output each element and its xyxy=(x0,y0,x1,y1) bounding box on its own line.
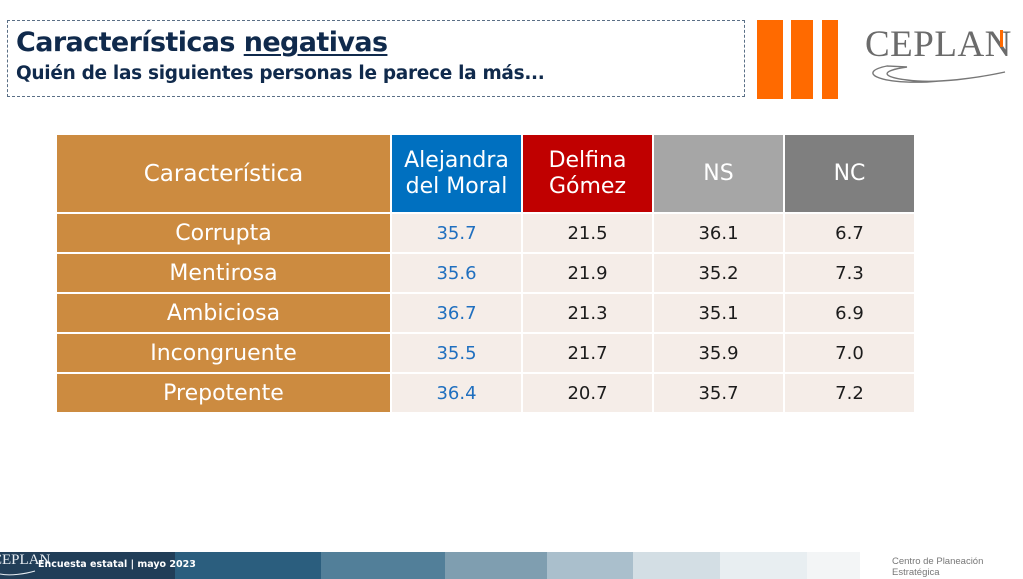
header-line: Delfina xyxy=(548,147,627,173)
organization-name: Centro de Planeación Estratégica y Prosp… xyxy=(892,556,1023,579)
footer-segment xyxy=(807,552,860,579)
logo-wordmark: CEPLAN xyxy=(865,24,1012,65)
footer-caption: Encuesta estatal | mayo 2023 xyxy=(38,559,196,570)
table-row: Mentirosa 35.6 21.9 35.2 7.3 xyxy=(57,254,914,292)
cell-ns: 35.9 xyxy=(654,334,783,372)
cell-ns: 35.7 xyxy=(654,374,783,412)
cell-nc: 7.2 xyxy=(785,374,914,412)
cell-delfina: 20.7 xyxy=(523,374,652,412)
header-line: Gómez xyxy=(548,173,627,199)
title-prefix: Características xyxy=(16,27,244,58)
footer-segment xyxy=(321,552,445,579)
footer-segment xyxy=(445,552,547,579)
cell-ns: 36.1 xyxy=(654,214,783,252)
ceplan-logo: CEPLAN xyxy=(757,20,1023,100)
row-label: Mentirosa xyxy=(57,254,390,292)
table-row: Ambiciosa 36.7 21.3 35.1 6.9 xyxy=(57,294,914,332)
characteristics-table: Característica Alejandra del Moral Delfi… xyxy=(55,133,916,414)
cell-nc: 6.9 xyxy=(785,294,914,332)
row-label: Prepotente xyxy=(57,374,390,412)
footer-segment xyxy=(175,552,321,579)
header-nc: NC xyxy=(785,135,914,212)
header-characteristic: Característica xyxy=(57,135,390,212)
table-row: Incongruente 35.5 21.7 35.9 7.0 xyxy=(57,334,914,372)
cell-delfina: 21.9 xyxy=(523,254,652,292)
footer-logo: CEPLAN xyxy=(0,552,51,568)
footer-band: CEPLAN Encuesta estatal | mayo 2023 xyxy=(0,552,860,579)
logo-swoosh-icon xyxy=(872,65,1006,83)
cell-alejandra: 35.5 xyxy=(392,334,521,372)
row-label: Corrupta xyxy=(57,214,390,252)
row-label: Incongruente xyxy=(57,334,390,372)
footer-segment xyxy=(633,552,720,579)
logo-bar-2 xyxy=(791,20,813,99)
cell-ns: 35.1 xyxy=(654,294,783,332)
header-line: Alejandra xyxy=(404,147,509,173)
cell-alejandra: 35.7 xyxy=(392,214,521,252)
cell-delfina: 21.5 xyxy=(523,214,652,252)
footer-segment xyxy=(0,552,175,579)
table-row: Corrupta 35.7 21.5 36.1 6.7 xyxy=(57,214,914,252)
cell-nc: 7.3 xyxy=(785,254,914,292)
cell-alejandra: 35.6 xyxy=(392,254,521,292)
header-delfina-gomez: Delfina Gómez xyxy=(523,135,652,212)
title-emphasis: negativas xyxy=(243,27,388,58)
footer-swoosh-icon xyxy=(0,570,36,576)
footer-segment xyxy=(720,552,807,579)
logo-accent xyxy=(1000,30,1003,47)
header-line: del Moral xyxy=(405,173,508,199)
cell-delfina: 21.7 xyxy=(523,334,652,372)
cell-alejandra: 36.7 xyxy=(392,294,521,332)
page-subtitle: Quién de las siguientes personas le pare… xyxy=(16,63,545,84)
cell-alejandra: 36.4 xyxy=(392,374,521,412)
header-ns: NS xyxy=(654,135,783,212)
page-title: Características negativas xyxy=(16,27,388,58)
org-line-1: Centro de Planeación Estratégica xyxy=(892,556,984,578)
title-box: Características negativas Quién de las s… xyxy=(7,20,745,97)
table-row: Prepotente 36.4 20.7 35.7 7.2 xyxy=(57,374,914,412)
cell-ns: 35.2 xyxy=(654,254,783,292)
header-alejandra-del-moral: Alejandra del Moral xyxy=(392,135,521,212)
cell-nc: 6.7 xyxy=(785,214,914,252)
footer-segment xyxy=(547,552,633,579)
cell-nc: 7.0 xyxy=(785,334,914,372)
cell-delfina: 21.3 xyxy=(523,294,652,332)
logo-bar-3 xyxy=(822,20,838,99)
logo-bar-1 xyxy=(757,20,783,99)
row-label: Ambiciosa xyxy=(57,294,390,332)
table-header-row: Característica Alejandra del Moral Delfi… xyxy=(57,135,914,212)
